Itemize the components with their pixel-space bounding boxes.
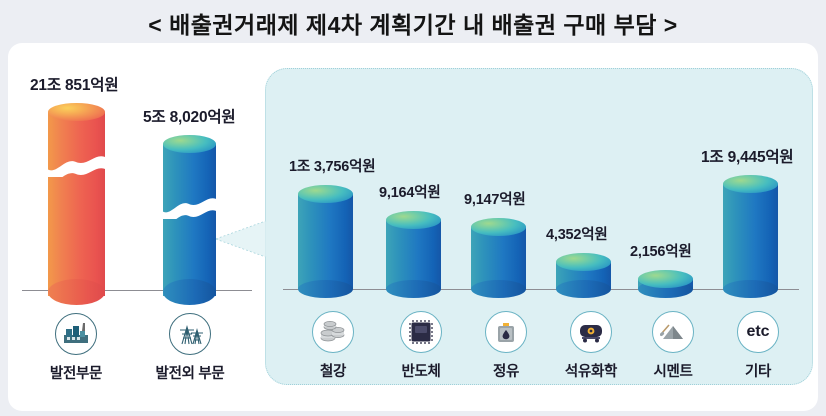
category-label: 정유 [492,364,520,380]
category-label: 반도체 [401,364,441,380]
breakdown-panel [265,68,813,385]
bar-top-cap [163,135,216,153]
chemical-tank-icon [570,311,612,353]
coins-stack-icon [312,311,354,353]
power-plant-icon [55,313,97,355]
bar-top-cap [556,253,611,271]
cement-pile-icon [652,311,694,353]
oil-canister-icon [485,311,527,353]
category-steel: 철강 [273,311,393,381]
bar-oil-refining [471,218,526,298]
chart-card: 21조 851억원 5조 8,020억원 [8,43,818,411]
axis-break-mark [161,193,218,225]
bar-body [471,227,526,289]
bar-bottom-cap [163,279,216,305]
category-power-sector: 발전부문 [16,313,136,383]
bar-petrochemical [556,253,611,298]
value-label-cement: 2,156억원 [630,244,692,260]
bar-bottom-cap [471,280,526,298]
value-label-power-sector: 21조 851억원 [30,77,119,94]
bar-body [163,144,216,296]
axis-break-mark [46,151,107,183]
bar-top-cap [386,211,441,229]
bar-steel [298,185,353,298]
value-label-other: 1조 9,445억원 [701,149,794,166]
bar-bottom-cap [556,280,611,298]
bar-body [386,220,441,289]
bar-top-cap [723,175,778,193]
category-label: 시멘트 [653,364,693,380]
bar-body [723,184,778,289]
etc-icon: etc [737,311,779,353]
value-label-semiconductor: 9,164억원 [379,185,441,201]
category-label: 발전외 부문 [155,366,225,382]
bar-body [298,194,353,289]
value-label-petrochemical: 4,352억원 [546,227,608,243]
bar-semiconductor [386,211,441,298]
semiconductor-chip-icon [400,311,442,353]
category-label: 철강 [319,364,347,380]
category-oil-refining: 정유 [446,311,566,381]
category-label: 석유화학 [564,364,618,380]
bar-power-sector [46,103,107,305]
page-title: < 배출권거래제 제4차 계획기간 내 배출권 구매 부담 > [148,12,678,38]
bar-other [723,175,778,298]
bar-non-power-sector [161,135,218,305]
category-label: 기타 [744,364,772,380]
bar-top-cap [638,270,693,288]
category-non-power-sector: 발전외 부문 [130,313,250,383]
value-label-steel: 1조 3,756억원 [289,159,376,175]
bar-bottom-cap [48,279,105,305]
category-other: etc 기타 [698,311,818,381]
value-label-non-power-sector: 5조 8,020억원 [143,109,236,126]
bar-body [48,112,105,296]
baseline-right [283,289,799,290]
baseline-left [22,290,252,291]
value-label-oil-refining: 9,147억원 [464,192,526,208]
bar-bottom-cap [386,280,441,298]
bar-top-cap [471,218,526,236]
etc-label: etc [746,323,770,340]
bar-top-cap [298,185,353,203]
category-petrochemical: 석유화학 [531,311,651,381]
bar-bottom-cap [298,280,353,298]
bar-cement [638,270,693,298]
category-label: 발전부문 [49,366,103,382]
category-semiconductor: 반도체 [361,311,481,381]
bar-bottom-cap [723,280,778,298]
transmission-tower-icon [169,313,211,355]
bar-top-cap [48,103,105,121]
category-cement: 시멘트 [613,311,733,381]
